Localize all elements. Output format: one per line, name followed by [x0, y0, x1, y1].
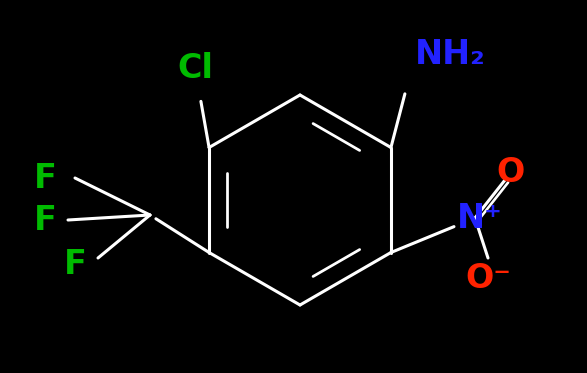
Text: F: F: [33, 204, 56, 236]
Text: N⁺: N⁺: [457, 201, 503, 235]
Text: F: F: [63, 248, 86, 282]
Text: Cl: Cl: [177, 51, 213, 85]
Text: O⁻: O⁻: [465, 261, 511, 295]
Text: O: O: [496, 156, 524, 188]
Text: F: F: [33, 162, 56, 194]
Text: NH₂: NH₂: [415, 38, 486, 72]
